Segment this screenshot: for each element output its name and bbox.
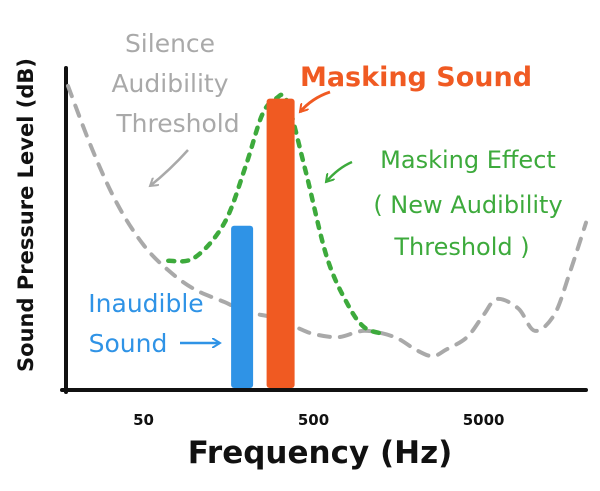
inaudible-sound-bar	[231, 225, 254, 388]
x-tick-label: 50	[133, 411, 154, 429]
annotation-line: Silence	[125, 29, 215, 58]
y-axis-label: Sound Pressure Level (dB)	[14, 58, 38, 372]
silence-arrow	[150, 149, 189, 186]
x-tick-label: 5000	[463, 411, 505, 429]
annotation-masking-effect: Masking Effect ( New Audibility Threshol…	[373, 146, 562, 261]
annotation-line: ( New Audibility	[373, 191, 562, 219]
masking-sound-bar	[266, 98, 295, 388]
annotation-line: Sound	[89, 329, 168, 358]
masking-effect-line	[166, 92, 387, 337]
annotation-line: Threshold )	[393, 233, 529, 261]
x-axis-label: Frequency (Hz)	[188, 435, 453, 471]
masking-effect-arrow	[326, 160, 353, 182]
silence-threshold-line	[66, 83, 588, 359]
annotation-line: Audibility	[111, 69, 228, 98]
annotation-line: Inaudible	[88, 289, 203, 318]
annotation-inaudible-sound: Inaudible Sound	[88, 289, 203, 358]
x-tick-label: 500	[298, 411, 329, 429]
annotation-masking-sound: Masking Sound	[300, 62, 532, 93]
masking-sound-arrow	[300, 90, 331, 112]
annotation-line: Threshold	[115, 109, 239, 138]
annotation-silence-threshold: Silence Audibility Threshold	[111, 29, 239, 138]
annotation-line: Masking Effect	[380, 146, 556, 174]
